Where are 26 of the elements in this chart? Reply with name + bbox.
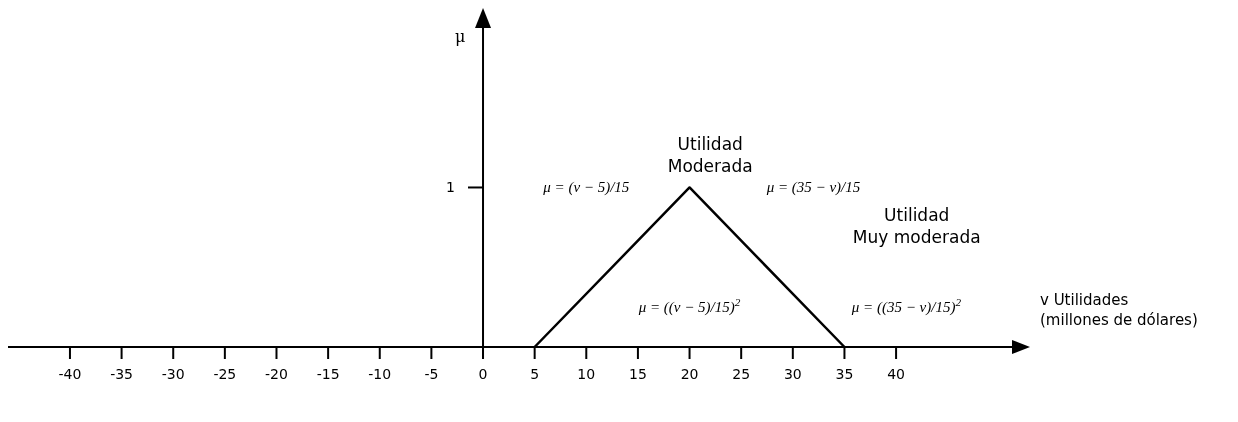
x-tick-label: 10 bbox=[577, 366, 596, 382]
x-tick-label: 30 bbox=[783, 366, 802, 382]
x-tick-label: -20 bbox=[265, 366, 288, 382]
text: Utilidad Moderada bbox=[667, 133, 753, 176]
x-tick-label: 0 bbox=[478, 366, 488, 382]
x-tick-label: -15 bbox=[316, 366, 340, 382]
x-tick-label: 20 bbox=[680, 366, 699, 382]
x-tick-label: 5 bbox=[530, 366, 540, 382]
x-tick-label: -10 bbox=[368, 366, 392, 382]
annotation: μ = ((35 − v)/15)$^{2}$ bbox=[850, 296, 962, 317]
x-tick-label: 40 bbox=[887, 366, 905, 382]
annotation: 1 bbox=[446, 179, 456, 196]
annotation: Utilidad Muy moderada bbox=[852, 205, 981, 248]
annotation: μ = (35 − v)/15 bbox=[765, 179, 861, 197]
annotation: μ = ((v − 5)/15)$^{2}$ bbox=[637, 296, 741, 317]
x-tick-label: 35 bbox=[835, 366, 854, 382]
x-tick-label: -30 bbox=[161, 366, 185, 382]
x-tick-label: 15 bbox=[629, 366, 647, 382]
x-tick-label: -40 bbox=[58, 366, 82, 382]
x-tick-label: 25 bbox=[732, 366, 751, 382]
x-tick-label: -35 bbox=[110, 366, 134, 382]
x-tick-label: -5 bbox=[424, 366, 439, 382]
x-tick-label: -25 bbox=[213, 366, 237, 382]
text: μ bbox=[455, 27, 466, 46]
x-axis-title: v Utilidades (millones de dólares) bbox=[1040, 291, 1198, 329]
annotation: μ = (v − 5)/15 bbox=[542, 179, 630, 197]
